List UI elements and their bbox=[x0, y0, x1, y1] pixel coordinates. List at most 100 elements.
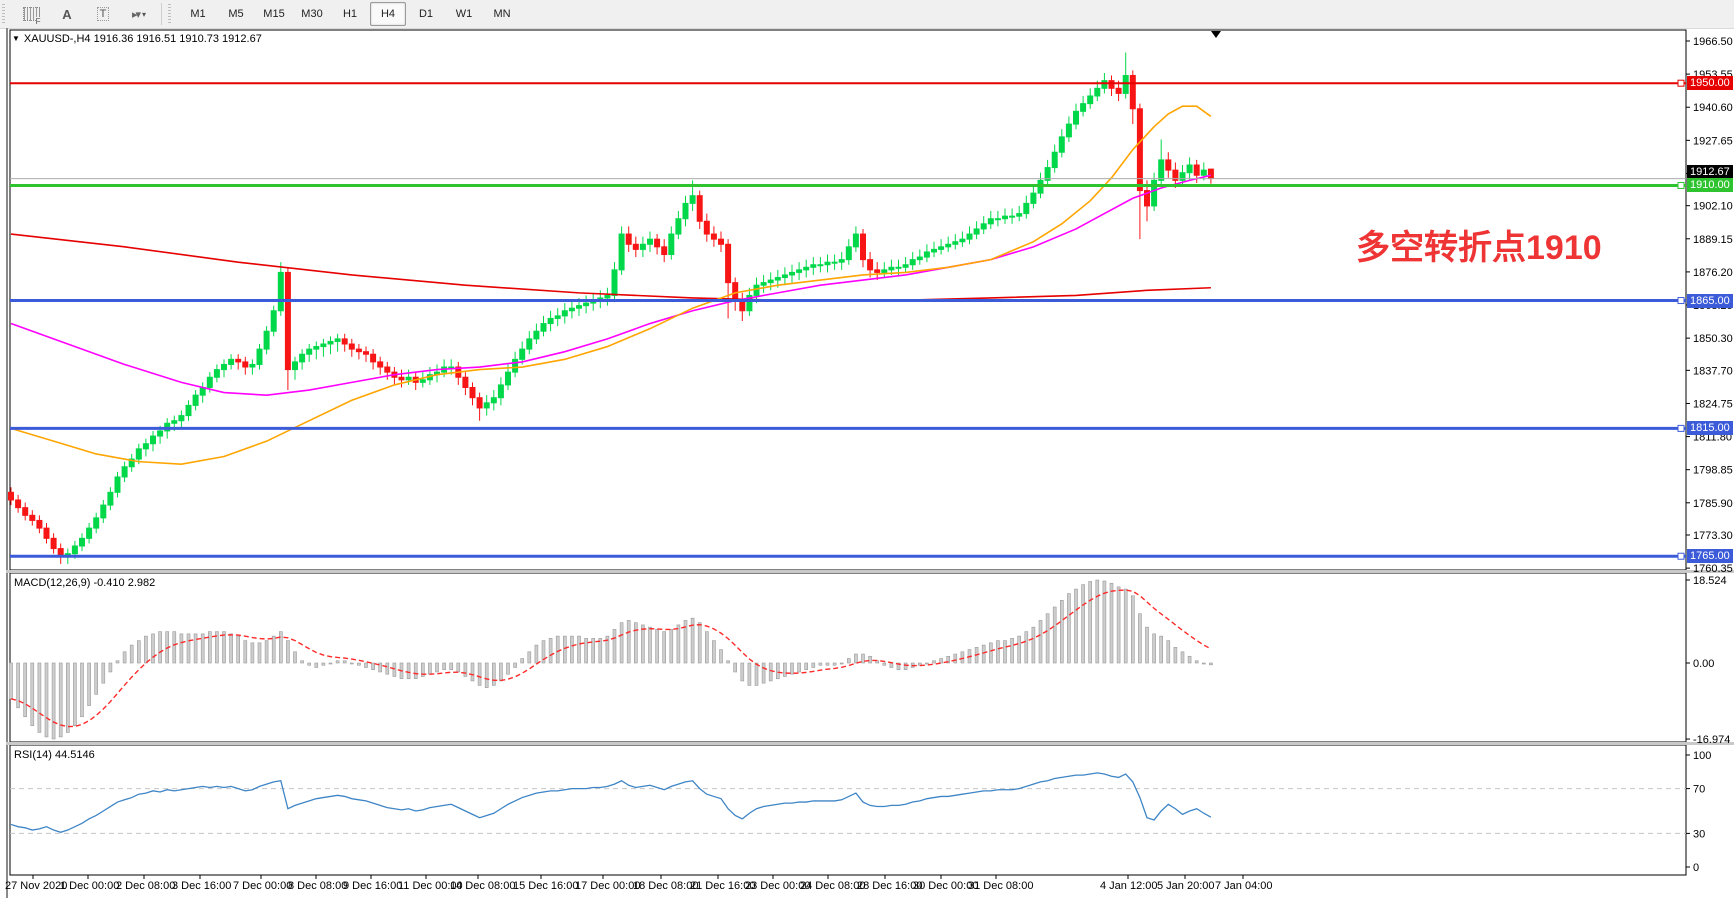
macd-histogram-bar bbox=[1081, 584, 1085, 664]
macd-histogram-bar bbox=[619, 622, 624, 664]
candle-body bbox=[810, 264, 817, 268]
timeframe-button-h1[interactable]: H1 bbox=[342, 8, 358, 20]
price-axis-tick-label: 1902.10 bbox=[1693, 201, 1733, 213]
macd-histogram-bar bbox=[151, 633, 155, 664]
timeframe-button-d1[interactable]: D1 bbox=[418, 8, 434, 20]
time-axis-label: 9 Dec 16:00 bbox=[343, 880, 402, 892]
chart-canvas[interactable]: 1966.501953.551940.601927.651914.701902.… bbox=[0, 28, 1734, 898]
candle-body bbox=[576, 305, 582, 309]
candle-body bbox=[1065, 123, 1072, 138]
ma-red-line bbox=[10, 233, 1211, 302]
candle-body bbox=[966, 233, 973, 240]
candle-body bbox=[185, 404, 192, 417]
candle-body bbox=[1023, 202, 1030, 215]
macd-histogram-bar bbox=[108, 662, 113, 673]
price-line-value-label: 1815.00 bbox=[1687, 421, 1733, 436]
macd-histogram-bar bbox=[988, 642, 993, 664]
time-axis-label: 2 Dec 08:00 bbox=[116, 880, 175, 892]
timeframe-button-mn[interactable]: MN bbox=[493, 8, 511, 20]
candle-body bbox=[952, 241, 959, 245]
macd-histogram-bar bbox=[882, 662, 887, 666]
candle-body bbox=[959, 238, 966, 243]
timeframe-button-m30[interactable]: M30 bbox=[301, 8, 323, 20]
macd-histogram-bar bbox=[23, 662, 28, 718]
candle-body bbox=[860, 233, 866, 261]
timeframe-button-m5[interactable]: M5 bbox=[228, 8, 244, 20]
macd-histogram-bar bbox=[278, 631, 283, 664]
timeframe-button-m15[interactable]: M15 bbox=[263, 8, 285, 20]
macd-histogram-bar bbox=[413, 662, 418, 679]
candle-body bbox=[213, 369, 220, 378]
macd-histogram-bar bbox=[605, 635, 610, 664]
price-line-handle[interactable] bbox=[1677, 297, 1685, 305]
text-icon-glyph: A bbox=[62, 6, 72, 22]
candle-body bbox=[994, 218, 1001, 221]
macd-histogram-bar bbox=[144, 635, 148, 664]
price-line-handle[interactable] bbox=[1677, 181, 1685, 189]
candle-body bbox=[675, 218, 682, 235]
macd-histogram-bar bbox=[726, 660, 730, 664]
candle-body bbox=[43, 527, 50, 539]
price-line-handle[interactable] bbox=[1677, 552, 1685, 560]
macd-histogram-bar bbox=[222, 631, 226, 664]
macd-histogram-bar bbox=[946, 655, 951, 664]
macd-histogram-bar bbox=[697, 622, 702, 664]
timeframe-button-h4[interactable]: H4 bbox=[370, 2, 406, 26]
candle-body bbox=[519, 348, 526, 360]
macd-histogram-bar bbox=[129, 644, 134, 664]
macd-histogram-bar bbox=[534, 644, 539, 664]
macd-histogram-bar bbox=[1024, 631, 1029, 664]
candle-body bbox=[874, 269, 881, 273]
price-axis-tick-label: 1966.50 bbox=[1693, 36, 1733, 48]
candle-body bbox=[8, 491, 14, 501]
macd-histogram-bar bbox=[385, 662, 390, 675]
fibonacci-grid-icon-glyph: F bbox=[22, 7, 41, 26]
macd-histogram-bar bbox=[733, 662, 738, 673]
toolbar-grip-2[interactable] bbox=[168, 4, 175, 24]
candle-body bbox=[938, 246, 945, 250]
price-line-handle[interactable] bbox=[1677, 79, 1685, 87]
macd-histogram-bar bbox=[215, 631, 219, 664]
macd-histogram-bar bbox=[300, 660, 304, 664]
arrows-icon[interactable]: ▸▾ ▾ bbox=[122, 2, 156, 26]
candle-body bbox=[150, 435, 156, 445]
macd-histogram-bar bbox=[1138, 613, 1142, 664]
macd-histogram-bar bbox=[768, 662, 773, 682]
timeframe-button-m1[interactable]: M1 bbox=[190, 8, 206, 20]
macd-histogram-bar bbox=[1031, 626, 1036, 664]
candle-body bbox=[171, 420, 178, 424]
symbol-dropdown-icon[interactable]: ▼ bbox=[12, 34, 20, 43]
price-line-handle[interactable] bbox=[1677, 424, 1685, 432]
time-axis-label: 5 Jan 20:00 bbox=[1157, 880, 1215, 892]
candle-body bbox=[1002, 215, 1008, 220]
macd-histogram-bar bbox=[1102, 580, 1107, 664]
macd-histogram-bar bbox=[122, 651, 127, 664]
candle-body bbox=[547, 317, 554, 325]
macd-histogram-bar bbox=[428, 662, 432, 675]
macd-histogram-bar bbox=[449, 662, 454, 671]
macd-histogram-bar bbox=[641, 624, 645, 664]
candle-body bbox=[817, 264, 824, 267]
pane-separator-1 bbox=[6, 570, 1734, 573]
macd-histogram-bar bbox=[115, 660, 120, 664]
candle-body bbox=[916, 256, 923, 261]
text-label-icon[interactable]: T bbox=[86, 2, 120, 26]
candle-body bbox=[256, 348, 263, 365]
candle-body bbox=[1179, 172, 1186, 181]
shift-marker-icon[interactable] bbox=[1211, 31, 1221, 38]
price-line-value-label: 1910.00 bbox=[1687, 178, 1733, 193]
fibonacci-grid-icon[interactable]: F bbox=[14, 2, 48, 26]
candle-body bbox=[192, 394, 199, 406]
candle-body bbox=[483, 402, 490, 409]
chevron-down-icon[interactable]: ▾ bbox=[142, 9, 147, 19]
candle-body bbox=[1058, 136, 1065, 153]
candle-body bbox=[206, 376, 213, 388]
candle-body bbox=[696, 195, 703, 222]
macd-histogram-bar bbox=[591, 638, 596, 664]
text-icon[interactable]: A bbox=[50, 2, 84, 26]
timeframe-button-w1[interactable]: W1 bbox=[455, 8, 473, 20]
toolbar-grip[interactable] bbox=[2, 4, 9, 24]
candle-body bbox=[909, 259, 916, 266]
macd-histogram-bar bbox=[470, 662, 475, 682]
